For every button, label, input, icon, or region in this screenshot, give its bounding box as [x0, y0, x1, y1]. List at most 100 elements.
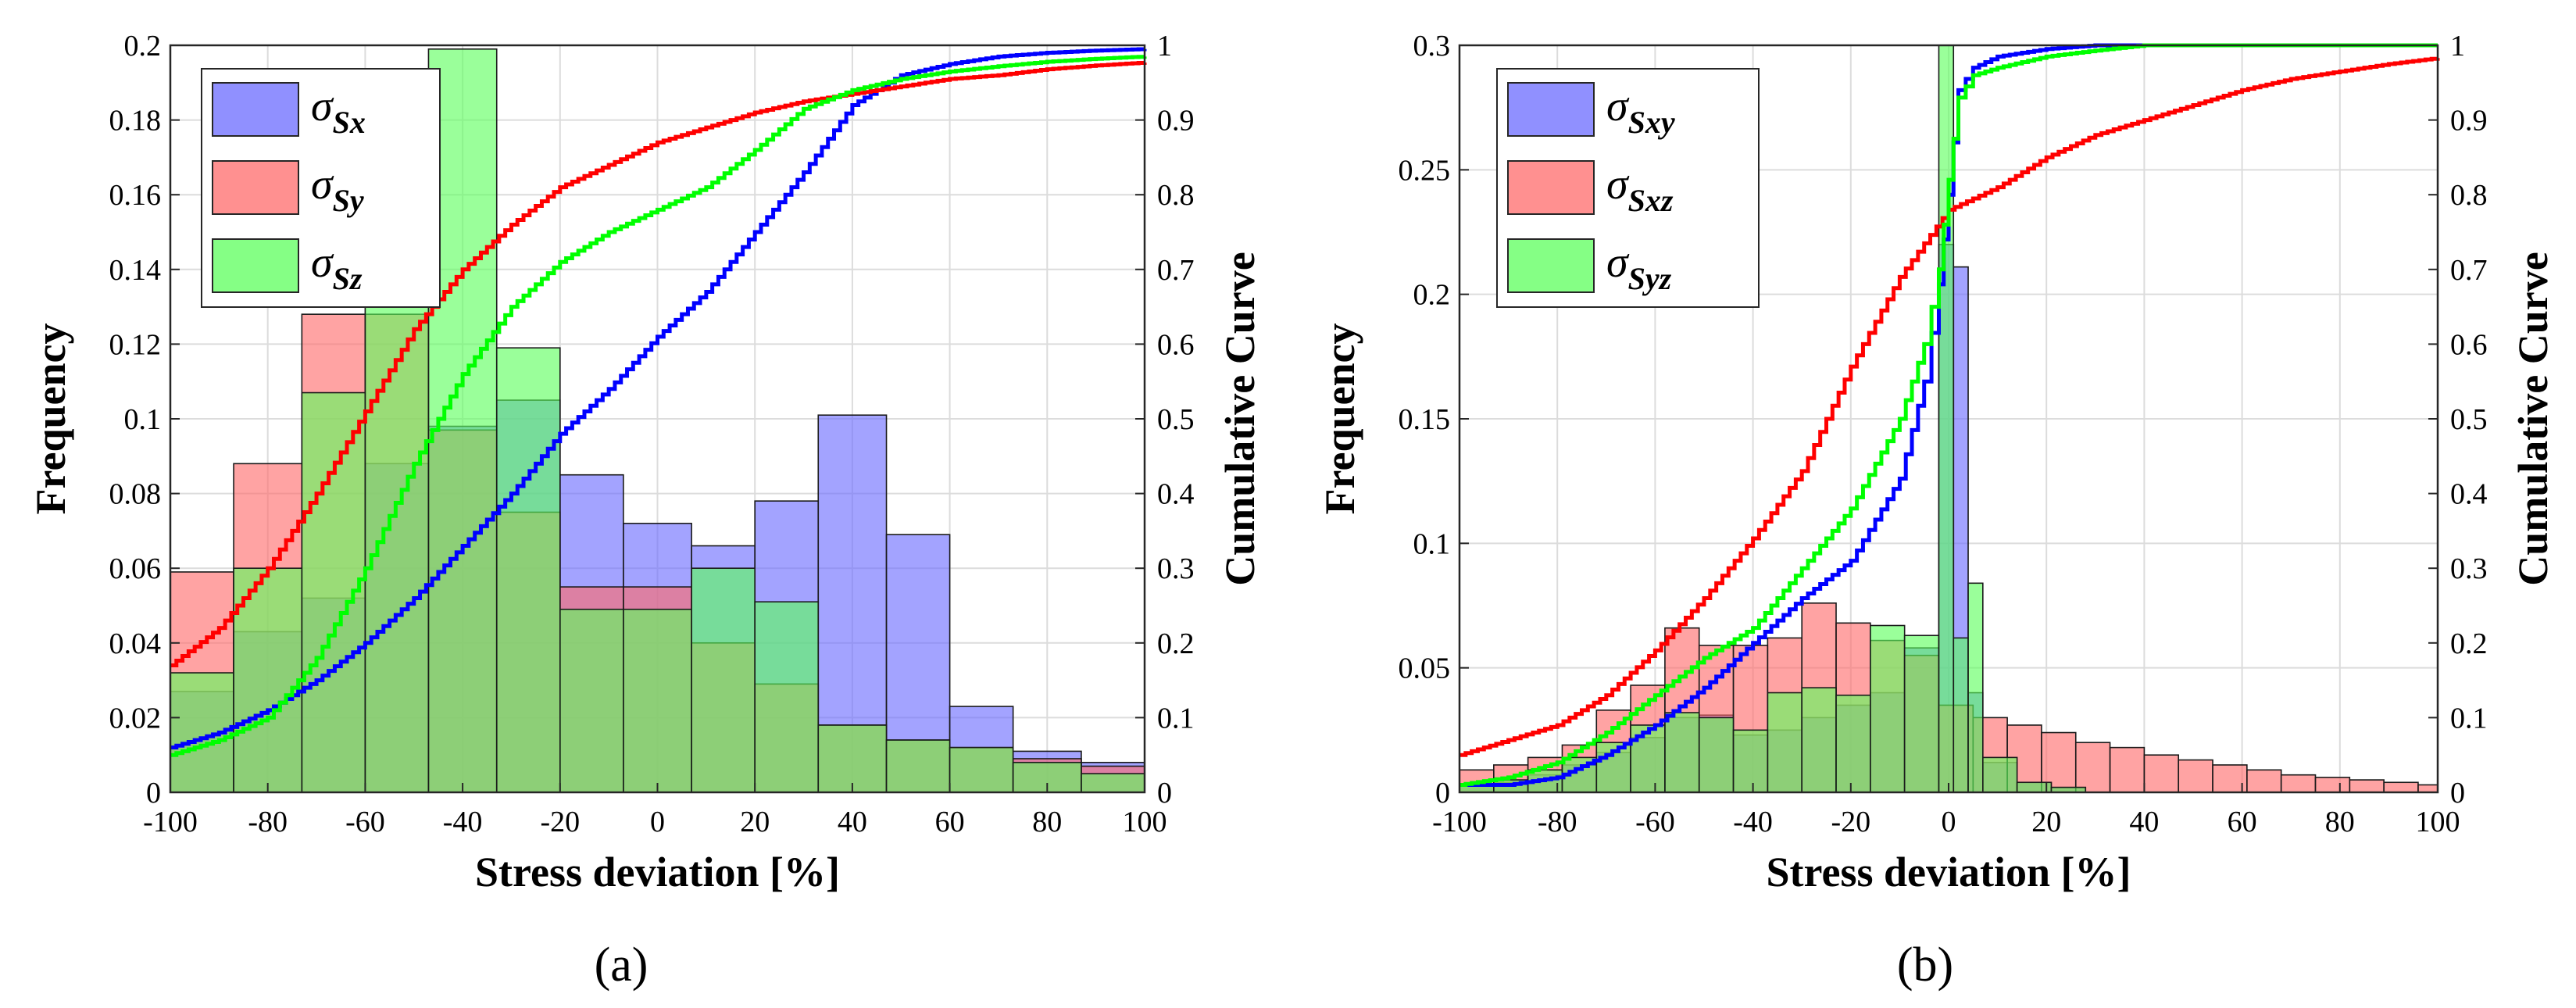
y2-tick-label: 0.1 — [1157, 702, 1195, 735]
y-tick-label: 0.16 — [109, 179, 162, 212]
y2-tick-label: 0 — [1157, 777, 1172, 810]
legend-subscript: Sxy — [1628, 105, 1675, 140]
hist-bar — [1870, 624, 1906, 793]
hist-bar — [1767, 692, 1802, 793]
legend-label: σSxy — [1606, 82, 1675, 140]
y2-axis-label: Cumulative Curve — [1217, 252, 1263, 585]
y-tick-label: 0.3 — [1413, 30, 1451, 63]
y-axis-label: Frequency — [1317, 323, 1363, 515]
hist-bar — [754, 601, 820, 793]
legend-label: σSz — [311, 238, 363, 296]
cumulative-curve-sz — [170, 55, 1147, 757]
hist-bar — [2349, 779, 2385, 793]
hist-bar — [2143, 754, 2180, 793]
hist-bar — [559, 608, 624, 793]
hist-bar — [885, 739, 951, 793]
y-tick-label: 0.02 — [109, 702, 162, 735]
x-tick-label: 60 — [2228, 806, 2257, 838]
legend-subscript: Sz — [333, 261, 363, 296]
hist-bar — [1938, 45, 1955, 793]
y2-tick-label: 0.2 — [1157, 627, 1195, 660]
x-tick-label: 40 — [2129, 806, 2159, 838]
y-tick-label: 0.2 — [124, 30, 162, 63]
y2-tick-label: 0.3 — [1157, 552, 1195, 585]
x-tick-label: -20 — [1831, 806, 1870, 838]
x-tick-label: -60 — [1635, 806, 1675, 838]
x-tick-label: -40 — [443, 806, 483, 838]
legend-symbol: σ — [311, 82, 334, 130]
y2-tick-label: 0 — [2450, 777, 2465, 810]
hist-bar — [1953, 637, 1969, 793]
legend-swatch — [212, 238, 299, 293]
hist-bar — [2383, 781, 2419, 793]
y-tick-label: 0.12 — [109, 328, 162, 361]
y2-tick-label: 0.5 — [2450, 403, 2488, 436]
y-tick-label: 0.1 — [1413, 527, 1451, 560]
x-tick-label: -100 — [143, 806, 198, 838]
y-tick-label: 0.06 — [109, 552, 162, 585]
y2-tick-label: 0.3 — [2450, 552, 2488, 585]
x-tick-label: -20 — [540, 806, 580, 838]
y2-tick-label: 0.4 — [1157, 478, 1195, 511]
panel-b: -100 -80 -60 -40 -20 0 20 40 60 80 10000.050.10.15… — [1317, 30, 2556, 992]
legend-swatch — [212, 82, 299, 137]
y2-tick-label: 1 — [1157, 30, 1172, 63]
x-tick-label: 0 — [650, 806, 665, 838]
legend-symbol: σ — [1606, 82, 1630, 130]
legend-label: σSyz — [1606, 238, 1672, 296]
y-tick-label: 0.04 — [109, 627, 162, 660]
y-tick-label: 0.05 — [1399, 652, 1451, 685]
legend-swatch — [1507, 238, 1595, 293]
y2-tick-label: 0.9 — [2450, 105, 2488, 138]
hist-bar — [2314, 777, 2351, 793]
y2-tick-label: 0.7 — [1157, 254, 1195, 287]
x-axis-label: Stress deviation [%] — [1767, 849, 2131, 895]
hist-bar — [1081, 773, 1145, 793]
legend-symbol: σ — [1606, 238, 1630, 287]
legend-subscript: Sx — [333, 105, 366, 140]
y-tick-label: 0 — [1435, 777, 1450, 810]
hist-bar — [2246, 769, 2282, 793]
hist-bar — [1698, 717, 1735, 793]
legend-subscript: Syz — [1628, 261, 1672, 296]
x-tick-label: 0 — [1942, 806, 1956, 838]
legend-symbol: σ — [311, 160, 334, 209]
y2-tick-label: 1 — [2450, 30, 2465, 63]
hist-bar — [817, 724, 888, 793]
y2-tick-label: 0.2 — [2450, 627, 2488, 660]
x-tick-label: 100 — [2416, 806, 2460, 838]
hist-bar — [691, 567, 756, 793]
y2-tick-label: 0.6 — [1157, 328, 1195, 361]
hist-bar — [1732, 729, 1769, 793]
y-tick-label: 0.25 — [1399, 154, 1451, 187]
legend-subscript: Sxz — [1628, 183, 1674, 218]
legend-swatch — [1507, 160, 1595, 215]
y-tick-label: 0.15 — [1399, 403, 1451, 436]
y2-tick-label: 0.6 — [2450, 328, 2488, 361]
y-axis-label: Frequency — [27, 323, 74, 515]
hist-bar — [623, 608, 692, 793]
y2-tick-label: 0.8 — [2450, 179, 2488, 212]
hist-bar — [1664, 712, 1700, 793]
hist-bar — [949, 746, 1014, 793]
y2-tick-label: 0.4 — [2450, 478, 2488, 511]
y2-tick-label: 0.8 — [1157, 179, 1195, 212]
hist-bar — [1982, 756, 2018, 793]
x-tick-label: 20 — [2031, 806, 2061, 838]
legend-symbol: σ — [1606, 160, 1630, 209]
hist-bar — [2074, 742, 2111, 793]
x-tick-label: -80 — [1538, 806, 1577, 838]
x-tick-label: 80 — [1032, 806, 1062, 838]
legend-subscript: Sy — [333, 183, 364, 218]
legend-swatch — [212, 160, 299, 215]
y-tick-label: 0.2 — [1413, 279, 1451, 312]
y2-tick-label: 0.9 — [1157, 105, 1195, 138]
x-tick-label: -40 — [1733, 806, 1773, 838]
hist-bar — [1967, 582, 1984, 793]
y2-tick-label: 0.5 — [1157, 403, 1195, 436]
legend-symbol: σ — [311, 238, 334, 287]
legend-label: σSy — [311, 160, 364, 218]
legend-label: σSxz — [1606, 160, 1674, 218]
